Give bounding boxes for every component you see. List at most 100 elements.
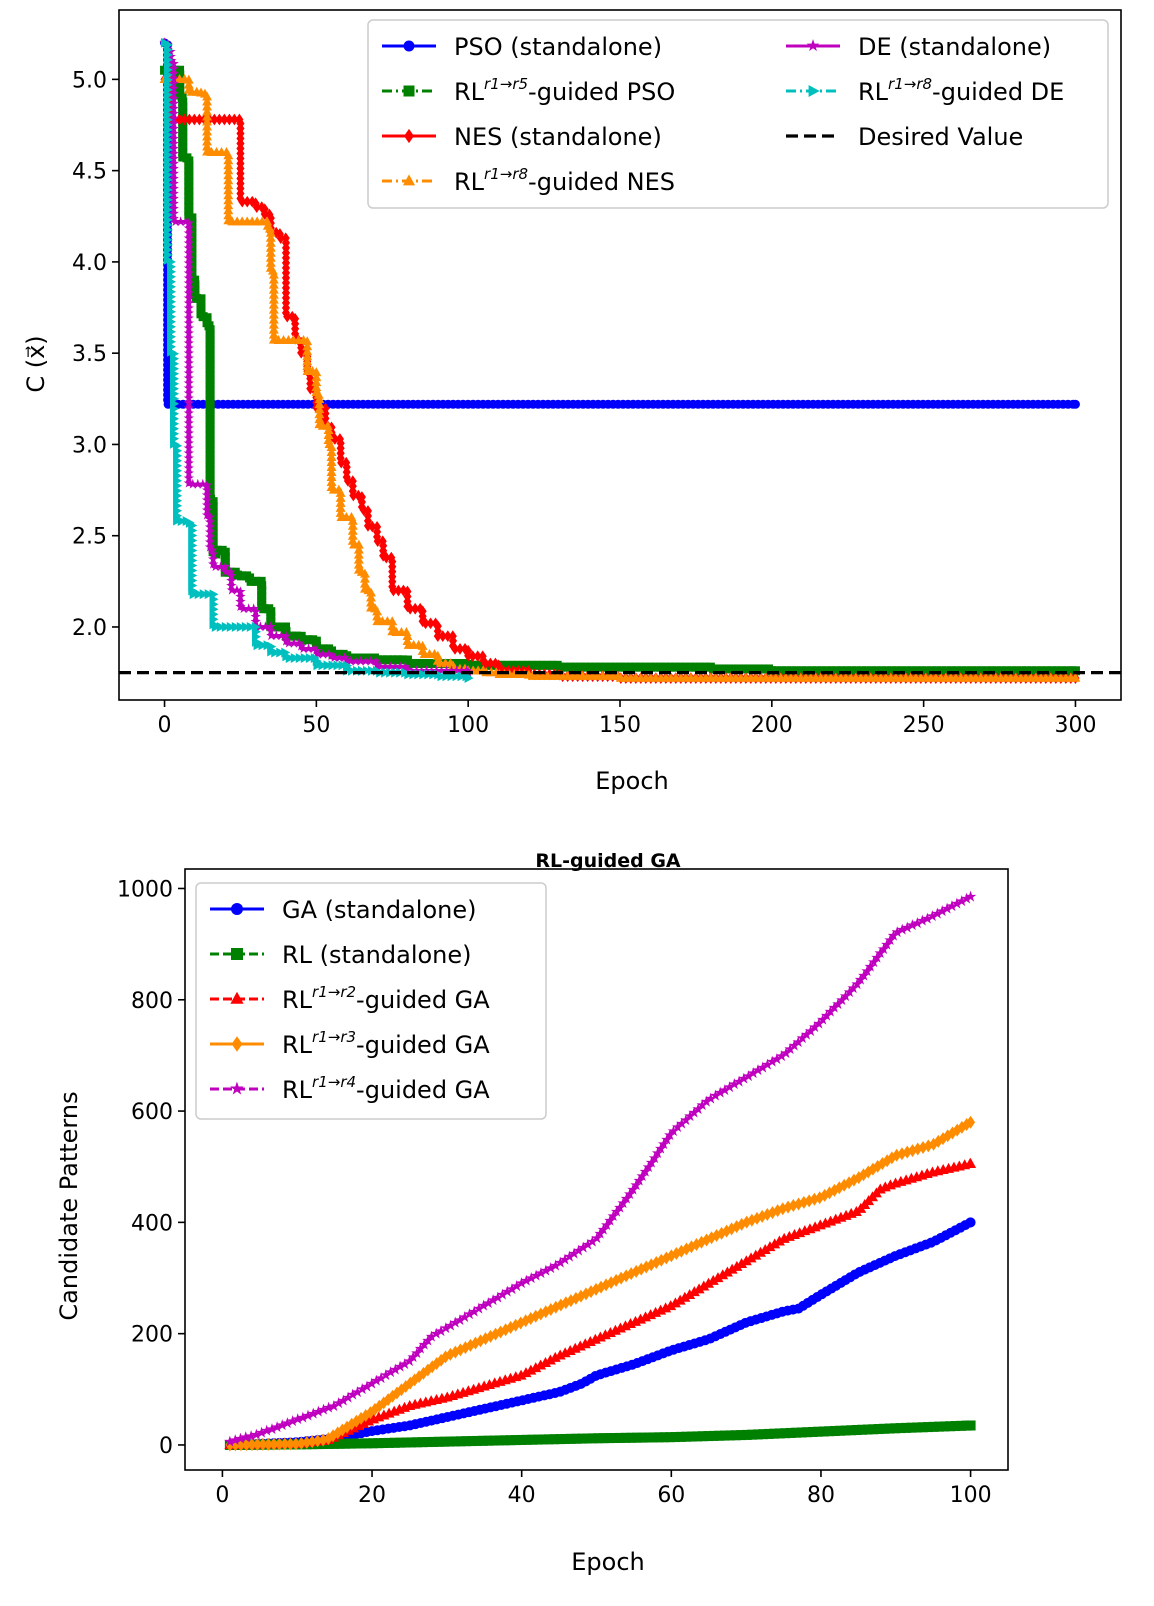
c1-series-de-standalone-point: ★ [370,654,382,670]
c1-series-nes-standalone-point [479,654,488,667]
c1-series-de-standalone-point: ★ [183,471,195,487]
c2-series-rl-r1-r4-guided-ga-point: ★ [425,1327,438,1345]
c2-series-rl-r1-r4-guided-ga-point: ★ [255,1424,268,1442]
c2-series-rl-r1-r4-guided-ga-point: ★ [501,1283,514,1301]
c2-legend-item-ga-standalone-label: GA (standalone) [282,896,476,924]
c2-y-tick-label: 800 [131,989,173,1014]
c2-series-rl-standalone-point [769,1428,780,1439]
c2-series-rl-r1-r2-guided-ga-point [535,1359,547,1370]
c2-series-rl-standalone-point [697,1431,708,1442]
c1-series-rl-r1-r5-guided-pso-point [205,435,215,445]
c1-series-rl-r1-r5-guided-pso-point [685,662,695,672]
c1-series-rl-r1-r8-guided-nes-point [265,257,276,267]
c2-series-rl-standalone-point [433,1436,444,1447]
c1-series-de-standalone-point: ★ [207,546,219,562]
c1-series-rl-r1-r5-guided-pso-point [373,655,383,665]
c1-x-tick-label: 100 [447,713,489,738]
c1-series-nes-standalone-point [438,630,447,642]
c1-series-rl-r1-r5-guided-pso-point [615,662,625,672]
c1-series-de-standalone-point: ★ [206,542,218,558]
c2-series-rl-standalone-point [862,1424,873,1435]
c1-series-rl-r1-r5-guided-pso-point [414,658,424,668]
c2-x-tick-label: 80 [807,1483,835,1508]
c2-series-rl-r1-r4-guided-ga-point: ★ [549,1256,562,1274]
c1-series-nes-standalone-point [252,201,261,213]
c1-series-rl-r1-r8-guided-nes-point [314,399,325,409]
c2-series-rl-standalone-point [917,1422,928,1433]
c2-series-rl-r1-r4-guided-ga-point: ★ [332,1394,345,1412]
c2-series-rl-r1-r4-guided-ga-point: ★ [911,914,924,932]
c1-series-rl-r1-r5-guided-pso-point [454,658,464,668]
c1-series-nes-standalone-point [276,232,285,245]
c1-series-rl-r1-r8-guided-de-point [323,660,333,671]
c1-x-tick-label: 200 [751,713,793,738]
c2-series-rl-r1-r2-guided-ga-point [693,1283,705,1294]
c1-series-de-standalone-point: ★ [183,376,195,392]
c1-series-rl-r1-r8-guided-nes-point [223,165,234,175]
c1-series-rl-r1-r5-guided-pso-point [205,325,215,335]
c2-series-rl-standalone-point [675,1431,686,1442]
c1-series-rl-r1-r5-guided-pso-point [782,666,792,676]
c1-series-rl-r1-r5-guided-pso-point [178,147,188,157]
c1-series-rl-r1-r8-guided-de-point [305,653,315,663]
c1-series-nes-standalone-point [394,584,403,597]
c2-series-rl-r1-r2-guided-ga-point [717,1269,729,1280]
c1-series-de-standalone-point: ★ [183,261,195,277]
c1-series-de-standalone-point: ★ [265,624,277,640]
c2-series-rl-r1-r4-guided-ga-point: ★ [244,1427,257,1445]
c2-series-rl-r1-r4-guided-ga-point: ★ [341,1389,354,1407]
c2-series-rl-r1-r4-guided-ga-point: ★ [477,1297,490,1315]
c2-series-rl-r1-r4-guided-ga-point: ★ [356,1380,369,1398]
c2-series-rl-standalone-point [477,1435,488,1446]
c1-series-rl-r1-r5-guided-pso-point [178,132,188,142]
c2-series-rl-r1-r4-guided-ga-point: ★ [463,1305,476,1323]
c1-series-rl-r1-r5-guided-pso-point [754,664,764,674]
c2-series-rl-r1-r4-guided-ga-point: ★ [281,1414,294,1432]
c2-legend-item-rl-r1-r3-guided-ga: RLr1→r3-guided GA [210,1028,490,1059]
c2-series-rl-r1-r4-guided-ga-point: ★ [239,1428,252,1446]
c1-series-rl-r1-r5-guided-pso-point [590,662,600,672]
c2-series-rl-r1-r3-guided-ga-point [252,1438,262,1452]
c2-series-rl-standalone-point [554,1434,565,1445]
c2-series-rl-r1-r4-guided-ga-point: ★ [870,949,883,967]
c1-legend-item-de-standalone-marker: ★ [806,36,821,55]
c1-series-rl-r1-r5-guided-pso-point [175,65,185,75]
c1-y-tick-label: 2.5 [72,525,107,550]
c1-series-rl-r1-r5-guided-pso-point [311,636,321,646]
c1-series-rl-r1-r8-guided-nes-point [223,195,234,205]
c1-series-rl-r1-r5-guided-pso-point [298,635,308,645]
c1-series-de-standalone-point: ★ [283,635,295,651]
c2-series-rl-standalone-point [813,1426,824,1437]
c1-series-rl-r1-r8-guided-de-point [173,515,183,526]
c2-series-rl-r1-r4-guided-ga-point: ★ [660,1130,673,1148]
c2-series-rl-standalone-point [334,1438,345,1449]
c1-series-de-standalone-point: ★ [248,601,260,617]
candidate-patterns-legend: GA (standalone) RL (standalone) RLr1→r2-gu… [195,882,547,1120]
c1-series-rl-r1-r5-guided-pso-point [419,658,429,668]
c1-series-rl-r1-r5-guided-pso-point [184,181,194,191]
c2-series-rl-standalone-point [549,1434,560,1445]
c1-series-rl-r1-r5-guided-pso-point [359,653,369,663]
c1-series-nes-standalone-point [450,643,460,655]
c1-series-rl-r1-r8-guided-nes-point [268,289,279,299]
c2-series-rl-standalone-point [703,1431,714,1442]
c1-series-rl-r1-r5-guided-pso-point [205,415,215,425]
c1-series-rl-r1-r5-guided-pso-point [927,666,937,676]
c2-y-tick-label: 200 [131,1323,173,1348]
c1-series-de-standalone-point: ★ [183,301,195,317]
c1-series-rl-r1-r5-guided-pso-point [184,201,194,211]
c1-series-nes-standalone-point [190,113,199,126]
c2-series-rl-standalone-point [725,1430,736,1441]
c1-series-rl-r1-r5-guided-pso-point [205,405,215,415]
c1-series-rl-r1-r5-guided-pso-point [787,666,797,676]
c1-series-rl-r1-r8-guided-de-point [333,660,343,671]
c2-series-rl-standalone-point [840,1425,851,1436]
c1-series-rl-r1-r5-guided-pso-point [187,248,197,258]
c1-series-rl-r1-r5-guided-pso-point [807,666,817,676]
c1-series-rl-r1-r8-guided-nes-point [335,492,346,502]
c1-series-rl-r1-r5-guided-pso-point [178,107,188,117]
c1-series-de-standalone-point: ★ [224,564,236,580]
c1-series-rl-r1-r8-guided-nes-point [335,497,346,507]
c1-series-rl-r1-r5-guided-pso-point [872,666,882,676]
